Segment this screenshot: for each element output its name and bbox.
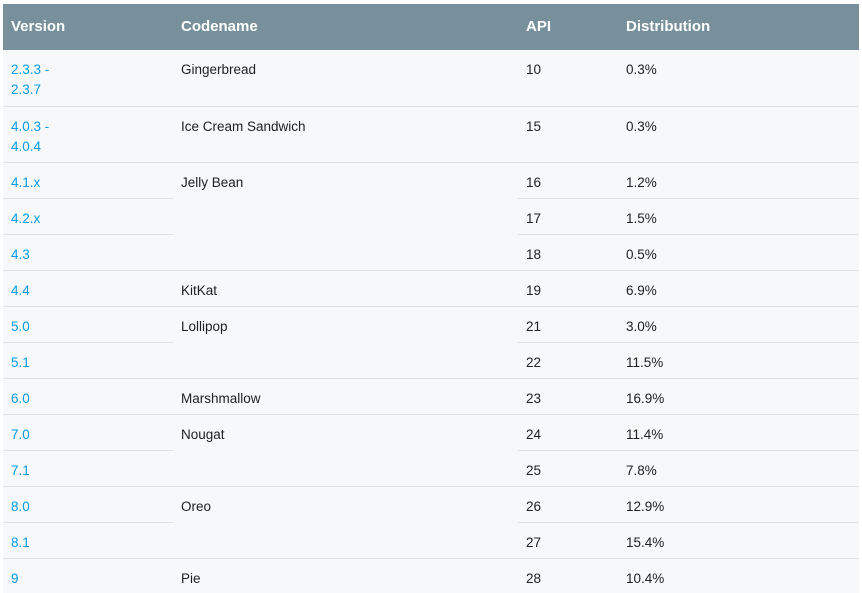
distribution-cell: 11.5% xyxy=(618,342,859,379)
api-cell: 17 xyxy=(518,198,618,235)
android-distribution-table-container: Version Codename API Distribution 2.3.3 … xyxy=(3,4,859,593)
version-link[interactable]: 9 xyxy=(11,570,19,586)
distribution-cell: 0.3% xyxy=(618,106,859,163)
distribution-cell: 11.4% xyxy=(618,414,859,451)
codename-cell: Nougat xyxy=(173,414,518,487)
api-cell: 28 xyxy=(526,570,542,586)
table-header-row: Version Codename API Distribution xyxy=(3,4,859,50)
distribution-cell: 1.5% xyxy=(618,198,859,235)
api-cell: 24 xyxy=(518,414,618,451)
table-row: 7.0 Nougat 24 11.4% xyxy=(3,414,859,487)
version-link[interactable]: 5.1 xyxy=(3,342,173,379)
table-row: 7.1 25 7.8% xyxy=(3,450,859,487)
table-row: 4.4 KitKat 19 6.9% xyxy=(3,270,859,307)
codename-cell: Lollipop xyxy=(173,306,518,379)
api-cell: 25 xyxy=(518,450,618,487)
api-cell: 26 xyxy=(518,486,618,523)
version-link[interactable]: 4.0.3 - 4.0.4 xyxy=(3,106,173,163)
codename-cell: Oreo xyxy=(173,486,518,559)
api-cell: 18 xyxy=(518,234,618,271)
header-distribution: Distribution xyxy=(626,17,711,35)
table-row: 8.0 Oreo 26 12.9% xyxy=(3,486,859,559)
version-link[interactable]: 5.0 xyxy=(3,306,173,343)
api-cell: 15 xyxy=(518,106,618,163)
version-line[interactable]: 4.0.4 xyxy=(11,138,42,154)
version-link[interactable]: 4.2.x xyxy=(3,198,173,235)
table-row: 9 Pie 28 10.4% xyxy=(3,558,859,593)
distribution-cell: 1.2% xyxy=(618,162,859,199)
api-cell: 16 xyxy=(518,162,618,199)
version-link[interactable]: 8.0 xyxy=(3,486,173,523)
header-api: API xyxy=(526,17,552,35)
codename-cell: KitKat xyxy=(173,270,518,307)
distribution-cell: 10.4% xyxy=(626,570,665,586)
codename-cell: Ice Cream Sandwich xyxy=(173,106,518,163)
distribution-cell: 0.3% xyxy=(618,50,859,107)
api-cell: 22 xyxy=(518,342,618,379)
version-link[interactable]: 2.3.3 - 2.3.7 xyxy=(3,50,173,107)
header-codename: Codename xyxy=(181,17,258,35)
distribution-cell: 3.0% xyxy=(618,306,859,343)
table-row: 5.0 Lollipop 21 3.0% xyxy=(3,306,859,379)
distribution-cell: 0.5% xyxy=(618,234,859,271)
table-row: 4.2.x 17 1.5% xyxy=(3,198,859,235)
version-link[interactable]: 4.3 xyxy=(3,234,173,271)
distribution-cell: 12.9% xyxy=(618,486,859,523)
codename-cell: Gingerbread xyxy=(173,50,518,107)
codename-cell: Pie xyxy=(181,570,201,586)
distribution-cell: 6.9% xyxy=(618,270,859,307)
table-row: 4.0.3 - 4.0.4 Ice Cream Sandwich 15 0.3% xyxy=(3,106,859,163)
api-cell: 10 xyxy=(518,50,618,107)
table-row: 4.1.x Jelly Bean 16 1.2% xyxy=(3,162,859,271)
table-row: 5.1 22 11.5% xyxy=(3,342,859,379)
api-cell: 21 xyxy=(518,306,618,343)
version-link[interactable]: 4.4 xyxy=(3,270,173,307)
android-distribution-table: Version Codename API Distribution 2.3.3 … xyxy=(3,4,859,593)
version-line[interactable]: 2.3.3 - xyxy=(11,62,50,77)
version-link[interactable]: 8.1 xyxy=(3,522,173,559)
version-link[interactable]: 7.1 xyxy=(3,450,173,487)
version-link[interactable]: 6.0 xyxy=(3,378,173,415)
table-row: 4.3 18 0.5% xyxy=(3,234,859,271)
api-cell: 23 xyxy=(518,378,618,415)
table-row: 6.0 Marshmallow 23 16.9% xyxy=(3,378,859,415)
distribution-cell: 16.9% xyxy=(618,378,859,415)
api-cell: 27 xyxy=(518,522,618,559)
codename-cell: Jelly Bean xyxy=(173,162,518,271)
codename-cell: Marshmallow xyxy=(173,378,518,415)
version-link[interactable]: 7.0 xyxy=(3,414,173,451)
header-version: Version xyxy=(11,17,66,35)
distribution-cell: 7.8% xyxy=(618,450,859,487)
table-row: 2.3.3 - 2.3.7 Gingerbread 10 0.3% xyxy=(3,50,859,107)
api-cell: 19 xyxy=(518,270,618,307)
version-link[interactable]: 4.1.x xyxy=(3,162,173,199)
version-line[interactable]: 2.3.7 xyxy=(11,82,42,97)
table-row: 8.1 27 15.4% xyxy=(3,522,859,559)
distribution-cell: 15.4% xyxy=(618,522,859,559)
version-line[interactable]: 4.0.3 - xyxy=(11,118,50,134)
